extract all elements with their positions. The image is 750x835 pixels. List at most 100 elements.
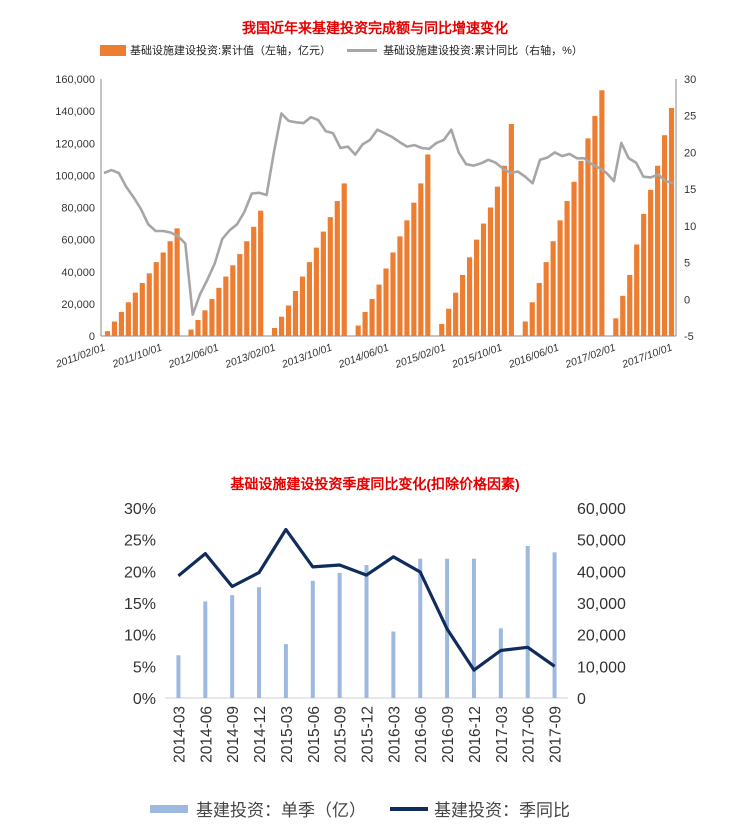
chart-legend: 基础设施建设投资:累计值（左轴，亿元） 基础设施建设投资:累计同比（右轴，%）	[100, 42, 583, 58]
bar	[104, 331, 111, 336]
bar	[578, 160, 584, 336]
bar	[592, 115, 598, 336]
bar	[571, 181, 577, 336]
bar	[460, 274, 466, 336]
bar	[648, 189, 654, 336]
y-right-tick-label: 5	[684, 258, 690, 270]
bar	[139, 282, 145, 336]
bar	[251, 226, 257, 336]
y-right-tick-label: 25	[684, 111, 696, 123]
bar	[230, 265, 236, 336]
bar	[327, 217, 333, 336]
bar	[306, 262, 312, 336]
bar	[283, 644, 288, 698]
quarterly-yoy-chart: 基础设施建设投资季度同比变化(扣除价格因素)	[0, 470, 750, 835]
bar	[167, 241, 173, 336]
bar	[146, 273, 152, 336]
bar	[585, 138, 591, 336]
x-tick-label: 2017/02/01	[563, 342, 617, 372]
bar	[390, 252, 396, 336]
x-tick-label: 2014-09	[225, 706, 242, 763]
bar	[383, 268, 389, 336]
y-left-tick-label: 0%	[133, 691, 156, 708]
y-right-tick-label: 0	[684, 294, 690, 306]
bar	[391, 631, 396, 698]
bar	[257, 587, 262, 698]
bar	[453, 292, 459, 336]
bar	[613, 318, 619, 336]
bar	[244, 241, 250, 336]
y-left-tick-label: 160,000	[55, 74, 95, 86]
bar	[320, 231, 326, 336]
bar	[118, 311, 124, 336]
x-tick-label: 2013/02/01	[223, 342, 277, 372]
bar	[501, 165, 507, 336]
bar	[543, 262, 549, 336]
bar	[536, 282, 542, 336]
y-left-tick-label: 100,000	[55, 170, 95, 182]
x-tick-label: 2016-06	[413, 706, 430, 763]
x-tick-label: 2017/10/01	[620, 342, 674, 372]
x-tick-label: 2015/10/01	[449, 342, 503, 372]
bar	[550, 241, 556, 336]
bar	[202, 310, 208, 336]
x-tick-label: 2011/10/01	[110, 342, 164, 371]
x-tick-label: 2015/02/01	[393, 342, 447, 372]
bar	[376, 284, 382, 336]
bar	[487, 207, 494, 336]
bar	[313, 247, 319, 336]
bar	[369, 299, 375, 336]
bar	[557, 220, 563, 336]
bar	[661, 135, 668, 336]
y-right-tick-label: 15	[684, 184, 696, 196]
chart-title: 我国近年来基建投资完成额与同比增速变化	[242, 20, 508, 36]
bar	[299, 276, 306, 336]
bar	[529, 302, 535, 336]
y-right-tick-label: 20	[684, 147, 696, 159]
bar	[522, 321, 528, 336]
bar	[473, 239, 480, 336]
y-left-tick-label: 5%	[133, 659, 156, 676]
bar	[132, 292, 138, 336]
y-right-tick-label: 30,000	[577, 596, 626, 613]
chart-legend: 基建投资：单季（亿） 基建投资：季同比	[150, 796, 570, 821]
bar	[599, 90, 605, 337]
x-tick-label: 2014-12	[252, 706, 269, 763]
bar	[355, 325, 361, 336]
legend-swatch-bar	[100, 44, 126, 56]
bar	[337, 572, 342, 698]
bar	[176, 655, 181, 698]
y-left-tick-label: 10%	[124, 628, 156, 645]
bar	[425, 154, 431, 336]
bar	[467, 257, 473, 336]
bar	[641, 213, 647, 336]
bar	[411, 202, 417, 336]
legend-label-bar: 基建投资：单季（亿）	[196, 801, 366, 820]
bar	[498, 628, 503, 698]
bar	[223, 276, 229, 336]
infrastructure-cumulative-chart: 我国近年来基建投资完成额与同比增速变化 基础设施建设投资:累计值（左轴，亿元） …	[0, 0, 750, 400]
bar	[292, 291, 299, 336]
bar	[508, 123, 514, 336]
x-tick-label: 2011/02/01	[53, 342, 107, 371]
legend-swatch-line	[390, 806, 428, 811]
bar	[209, 299, 215, 336]
y-right-tick-label: 0	[577, 691, 586, 708]
y-right-tick-label: 30	[684, 74, 696, 86]
bar	[494, 186, 501, 336]
legend-swatch-line	[347, 48, 378, 52]
y-right-tick-label: 60,000	[577, 501, 626, 518]
y-right-tick-label: 10	[684, 221, 696, 233]
x-tick-label: 2013/10/01	[279, 342, 333, 372]
bar	[397, 236, 403, 336]
y-right-tick-label: 40,000	[577, 564, 626, 581]
bar	[285, 305, 292, 336]
bar	[627, 274, 633, 336]
y-right-tick-label: 10,000	[577, 659, 626, 676]
bar	[153, 262, 159, 336]
y-left-tick-label: 60,000	[61, 235, 95, 247]
y-left-tick-label: 30%	[124, 501, 156, 518]
bar	[418, 558, 423, 698]
bar	[404, 220, 410, 336]
bar	[418, 183, 424, 336]
